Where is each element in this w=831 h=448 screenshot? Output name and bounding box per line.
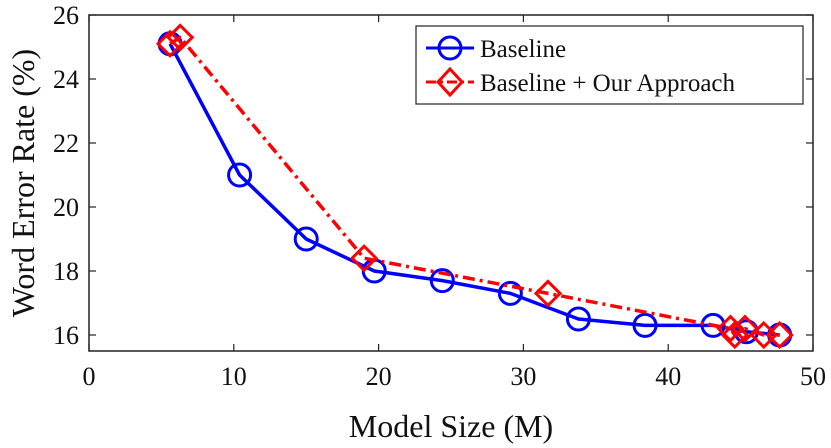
data-point-baseline <box>700 312 726 338</box>
legend-box <box>415 25 804 105</box>
data-point-approach <box>349 244 379 273</box>
data-point-approach <box>720 320 749 350</box>
y-tick-label: 22 <box>53 129 79 158</box>
y-tick-label: 24 <box>53 65 79 94</box>
data-point-approach <box>155 29 185 58</box>
data-point-approach <box>765 320 794 350</box>
data-point-baseline <box>565 306 591 332</box>
data-point-baseline <box>429 268 455 294</box>
legend-approach-marker <box>435 66 465 98</box>
x-tick-label: 40 <box>655 362 681 391</box>
y-tick-label: 16 <box>53 321 79 350</box>
y-axis-label: Word Error Rate (%) <box>5 49 41 317</box>
legend-baseline-label: Baseline <box>480 36 566 63</box>
y-tick-label: 18 <box>53 257 79 286</box>
series-layer <box>155 23 794 350</box>
x-tick-label: 0 <box>83 362 96 391</box>
x-tick-label: 30 <box>510 362 536 391</box>
data-point-approach <box>533 279 563 308</box>
x-tick-label: 20 <box>366 362 392 391</box>
y-tick-label: 26 <box>53 1 79 30</box>
legend-baseline-marker <box>437 35 463 61</box>
y-tick-label: 20 <box>53 193 79 222</box>
data-point-baseline <box>497 280 523 306</box>
axis-ticks: 0 10 20 30 40 50 16 18 20 22 24 26 <box>53 1 826 391</box>
series-line-approach <box>169 35 780 337</box>
plot-area <box>88 14 814 352</box>
plot-frame <box>88 14 814 352</box>
legend-approach-label: Baseline + Our Approach <box>480 70 736 97</box>
data-point-baseline <box>293 226 319 252</box>
data-point-approach <box>166 23 195 52</box>
x-tick-label: 10 <box>221 362 247 391</box>
data-point-baseline <box>227 162 253 188</box>
x-tick-label: 50 <box>800 362 826 391</box>
legend: Baseline Baseline + Our Approach <box>415 25 804 105</box>
data-point-approach <box>730 314 760 343</box>
data-point-baseline <box>632 312 658 338</box>
x-axis-label: Model Size (M) <box>349 408 553 444</box>
